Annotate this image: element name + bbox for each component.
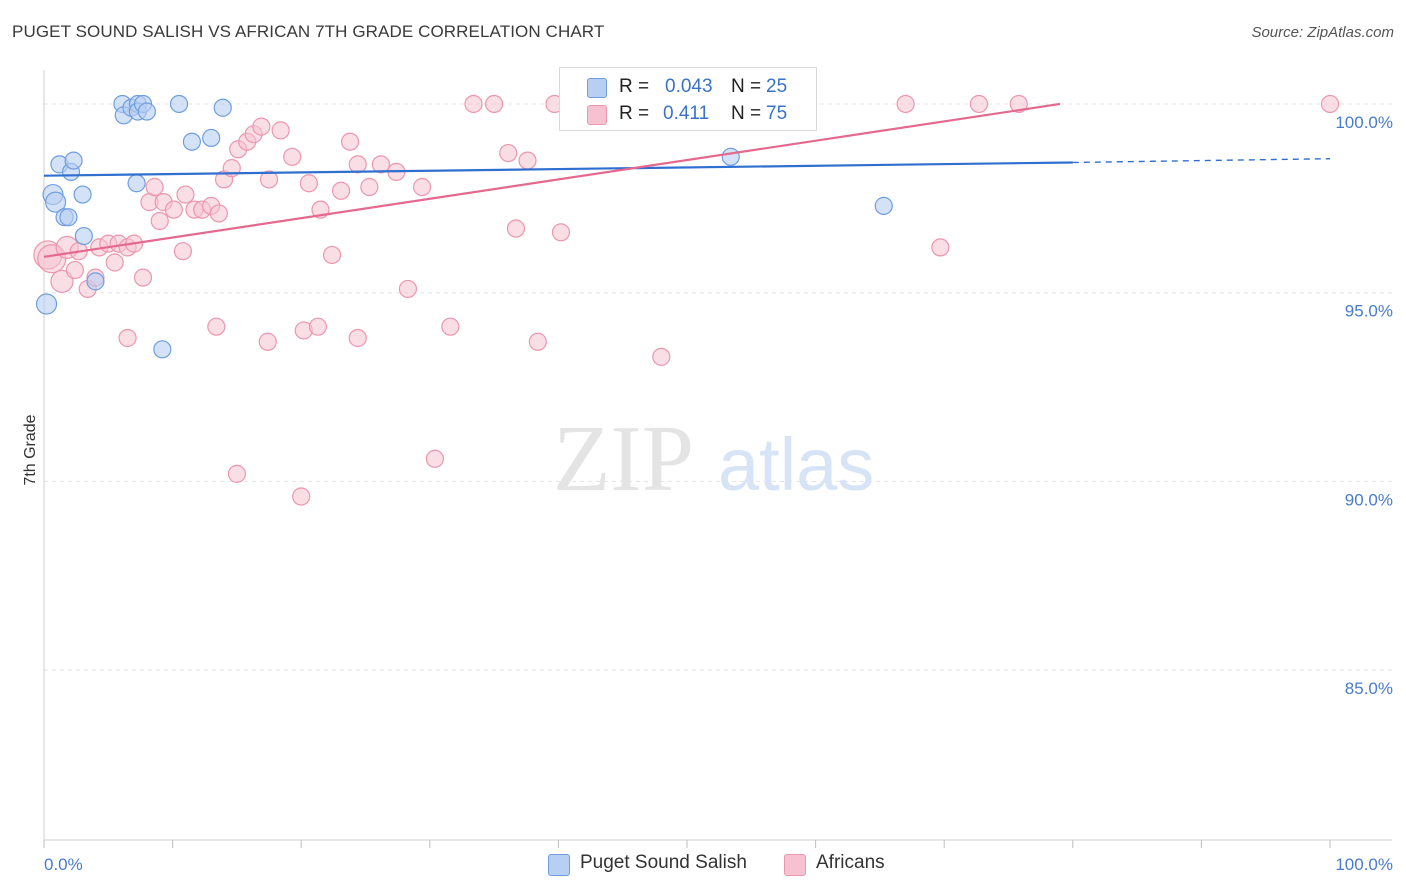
africans-point — [150, 211, 169, 231]
africans-point — [506, 219, 526, 238]
y-tick-label: 90.0% — [1345, 490, 1393, 509]
africans-point — [652, 347, 671, 366]
puget-sound-salish-point — [213, 98, 232, 117]
africans-trend-line — [43, 102, 1061, 258]
africans-point — [412, 177, 432, 197]
legend-n-value: 75 — [766, 103, 788, 124]
africans-point — [207, 317, 226, 336]
africans-point — [348, 155, 367, 174]
y-tick-labels: 100.0% 95.0% 90.0% 85.0% — [1335, 113, 1393, 698]
bottom-legend-swatch-blue — [548, 854, 570, 876]
africans-point — [528, 332, 547, 351]
africans-point — [485, 94, 504, 114]
puget-sound-salish-point — [182, 132, 201, 151]
y-tick-label: 95.0% — [1345, 302, 1393, 321]
africans-point — [348, 328, 367, 348]
watermark-zip: ZIP — [553, 407, 694, 511]
legend-r-label: R = — [619, 76, 650, 97]
africans-point — [105, 253, 124, 272]
africans-point — [145, 177, 164, 197]
bottom-legend-swatch-pink — [784, 854, 806, 876]
legend-row-africans: R = 0.411 N = 75 — [560, 101, 816, 127]
africans-point — [227, 464, 246, 483]
africans-point — [371, 155, 391, 174]
legend-r-value: 0.411 — [663, 103, 710, 124]
puget-sound-salish-point — [202, 128, 221, 148]
africans-point — [518, 151, 537, 170]
correlation-legend: R = 0.043 N = 25 R = 0.411 N = 75 — [559, 67, 817, 131]
africans-point — [252, 117, 271, 136]
africans-point — [283, 147, 302, 166]
africans-point — [441, 317, 460, 336]
africans-point — [50, 269, 74, 293]
legend-n-label: N = — [731, 76, 762, 97]
africans-point — [931, 238, 950, 257]
bottom-legend-label: Africans — [816, 852, 885, 873]
legend-row-puget: R = 0.043 N = 25 — [560, 74, 816, 100]
bottom-legend-label: Puget Sound Salish — [580, 852, 747, 873]
africans-point — [65, 260, 84, 280]
puget-sound-salish-point — [86, 272, 105, 291]
africans-point — [258, 332, 277, 351]
y-tick-label: 100.0% — [1335, 113, 1393, 132]
africans-point — [1320, 94, 1340, 114]
africans-point — [271, 121, 290, 140]
puget-sound-salish-point — [64, 151, 83, 170]
puget-sound-salish-point — [74, 226, 93, 246]
puget-sound-salish-point — [44, 191, 67, 213]
africans-point — [133, 268, 153, 287]
africans-point — [340, 132, 360, 151]
legend-swatch-pink — [587, 105, 607, 125]
legend-r-label: R = — [619, 103, 650, 124]
puget-sound-salish-point — [73, 185, 92, 204]
legend-n-label: N = — [731, 103, 762, 124]
watermark: ZIP atlas — [553, 407, 874, 511]
source-label: Source: ZipAtlas.com — [1251, 24, 1394, 41]
africans-point — [173, 242, 192, 261]
africans-point — [164, 200, 183, 219]
africans-point — [464, 94, 483, 114]
trend-lines — [43, 102, 1331, 258]
africans-point — [292, 487, 311, 506]
africans-point — [209, 204, 228, 223]
puget-trend-line — [43, 161, 1073, 177]
puget-sound-salish-point — [721, 147, 740, 166]
puget-sound-salish-point — [169, 94, 189, 114]
grid-lines — [44, 103, 1392, 671]
puget-sound-salish-point — [59, 208, 78, 227]
africans-point — [1009, 94, 1028, 114]
africans-point — [360, 177, 379, 197]
x-tick-label: 0.0% — [44, 855, 83, 874]
x-tick-label: 100.0% — [1335, 855, 1393, 874]
puget-sound-salish-point — [874, 196, 893, 215]
africans-point — [398, 279, 418, 299]
puget-sound-salish-point — [35, 293, 58, 315]
puget-sound-salish-point — [127, 174, 146, 193]
africans-point — [331, 181, 351, 200]
africans-point — [299, 174, 319, 193]
legend-n-value: 25 — [766, 76, 788, 97]
y-tick-label: 85.0% — [1345, 679, 1393, 698]
watermark-atlas: atlas — [718, 423, 874, 506]
africans-point — [308, 317, 328, 336]
puget-sound-salish-points — [35, 94, 893, 359]
puget-sound-salish-point — [137, 102, 156, 121]
puget-sound-salish-point — [153, 340, 172, 359]
x-tick-labels: 0.0% 100.0% — [44, 855, 1393, 874]
africans-point — [322, 245, 342, 265]
africans-point — [499, 143, 518, 163]
chart-title: PUGET SOUND SALISH VS AFRICAN 7TH GRADE … — [12, 22, 605, 41]
puget-trend-extension — [1072, 158, 1331, 164]
africans-point — [425, 449, 445, 468]
africans-point — [118, 328, 137, 348]
africans-point — [896, 94, 915, 114]
y-axis-label: 7th Grade — [22, 414, 39, 485]
africans-point — [176, 185, 195, 204]
africans-point — [259, 170, 279, 189]
africans-point — [969, 94, 989, 114]
africans-point — [551, 223, 571, 242]
legend-r-value: 0.043 — [665, 76, 713, 97]
legend-swatch-blue — [587, 78, 607, 98]
